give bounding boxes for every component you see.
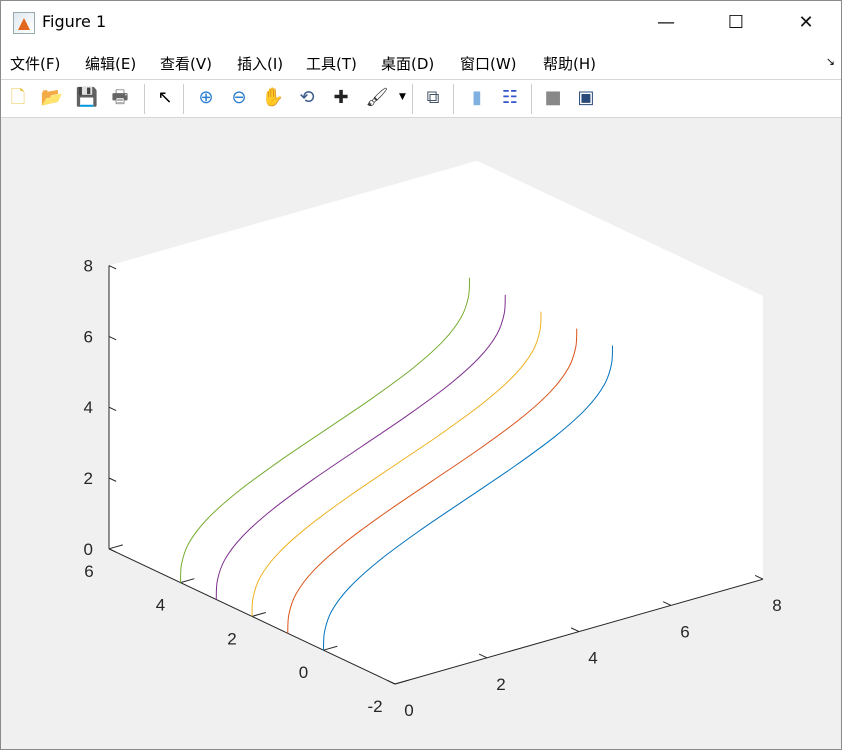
edit-plot-pointer-icon[interactable]: ↖ bbox=[157, 87, 173, 108]
brush-icon[interactable]: 🖌 bbox=[365, 87, 389, 108]
open-file-icon[interactable]: 📂 bbox=[40, 87, 64, 108]
z-tick-label: 4 bbox=[84, 398, 93, 417]
axes-background bbox=[109, 160, 763, 685]
z-tick bbox=[108, 548, 117, 553]
series-line-1 bbox=[323, 345, 614, 651]
x-tick bbox=[570, 627, 580, 633]
y-tick bbox=[180, 578, 195, 584]
y-tick-label: 2 bbox=[227, 629, 236, 648]
figure-toolbar: ▼ 🗋 📂 💾 🖶 ↖ ⊕ ⊖ ✋ ⟲ ✚ 🖌 ⧉ ▮ ☷ ■ ▣ bbox=[1, 80, 841, 118]
axes-3d[interactable]: 0 2 4 6 8 -2 0 2 4 6 0 2 4 6 8 bbox=[1, 118, 841, 749]
toolbar-separator bbox=[144, 84, 145, 114]
z-tick bbox=[108, 265, 117, 270]
y-tick bbox=[394, 679, 409, 685]
z-tick bbox=[108, 477, 117, 482]
x-tick bbox=[478, 653, 488, 659]
menu-tools[interactable]: 工具(T) bbox=[306, 55, 357, 73]
zoom-in-icon[interactable]: ⊕ bbox=[198, 87, 214, 108]
z-tick-label: 8 bbox=[84, 257, 93, 276]
z-tick bbox=[108, 406, 117, 412]
hide-plot-tools-icon[interactable]: ■ bbox=[544, 87, 562, 108]
z-tick-label: 0 bbox=[84, 540, 93, 559]
series-line-4 bbox=[215, 294, 506, 600]
title-bar: Figure 1 — ☐ ✕ bbox=[1, 1, 841, 45]
data-cursor-icon[interactable]: ✚ bbox=[333, 87, 349, 108]
z-tick-label: 6 bbox=[84, 327, 93, 346]
save-icon[interactable]: 💾 bbox=[75, 87, 99, 108]
y-tick bbox=[251, 611, 266, 617]
z-tick-label: 2 bbox=[84, 469, 93, 488]
brush-dropdown-icon[interactable]: ▼ bbox=[399, 92, 406, 102]
maximize-button[interactable]: ☐ bbox=[727, 12, 745, 33]
menu-edit[interactable]: 编辑(E) bbox=[85, 55, 137, 73]
rotate-3d-icon[interactable]: ⟲ bbox=[299, 87, 315, 108]
y-tick-label: 6 bbox=[84, 562, 93, 581]
x-tick-label: 4 bbox=[588, 649, 597, 668]
toolbar-separator bbox=[412, 84, 413, 114]
colorbar-icon[interactable]: ▮ bbox=[472, 87, 482, 108]
minimize-button[interactable]: — bbox=[657, 12, 675, 33]
series-line-3 bbox=[251, 311, 542, 617]
series-line-2 bbox=[287, 328, 578, 634]
y-tick-label: 0 bbox=[299, 663, 308, 682]
y-tick-label: -2 bbox=[367, 697, 382, 716]
x-tick bbox=[754, 575, 764, 580]
dock-arrow-icon[interactable]: ↘ bbox=[825, 55, 835, 68]
y-tick bbox=[108, 544, 123, 550]
x-tick-label: 6 bbox=[680, 622, 689, 641]
x-tick-label: 0 bbox=[404, 701, 413, 720]
close-button[interactable]: ✕ bbox=[798, 12, 814, 33]
x-tick bbox=[386, 679, 396, 685]
menu-window[interactable]: 窗口(W) bbox=[460, 55, 517, 73]
zoom-out-icon[interactable]: ⊖ bbox=[231, 87, 247, 108]
series-line-5 bbox=[180, 277, 471, 583]
menu-help[interactable]: 帮助(H) bbox=[543, 55, 596, 73]
new-figure-icon[interactable]: 🗋 bbox=[10, 87, 26, 108]
y-tick-label: 4 bbox=[156, 596, 165, 615]
menu-view[interactable]: 查看(V) bbox=[160, 55, 212, 73]
show-plot-tools-icon[interactable]: ▣ bbox=[577, 87, 595, 108]
figure-canvas: 0 2 4 6 8 -2 0 2 4 6 0 2 4 6 8 bbox=[1, 118, 841, 749]
toolbar-separator bbox=[531, 84, 532, 114]
y-tick bbox=[323, 645, 338, 651]
x-tick bbox=[662, 601, 672, 606]
menu-file[interactable]: 文件(F) bbox=[10, 55, 61, 73]
link-plot-icon[interactable]: ⧉ bbox=[426, 87, 440, 108]
menu-desktop[interactable]: 桌面(D) bbox=[381, 55, 435, 73]
x-tick-label: 8 bbox=[772, 596, 781, 615]
z-tick bbox=[108, 335, 117, 341]
x-tick-label: 2 bbox=[496, 675, 505, 694]
toolbar-separator bbox=[453, 84, 454, 114]
pan-hand-icon[interactable]: ✋ bbox=[261, 87, 285, 108]
toolbar-separator bbox=[183, 84, 184, 114]
legend-icon[interactable]: ☷ bbox=[501, 87, 519, 108]
matlab-logo-icon bbox=[13, 12, 35, 34]
print-icon[interactable]: 🖶 bbox=[111, 87, 129, 108]
menu-bar: 文件(F) 编辑(E) 查看(V) 插入(I) 工具(T) 桌面(D) 窗口(W… bbox=[1, 45, 841, 80]
window-title: Figure 1 bbox=[42, 12, 107, 31]
menu-insert[interactable]: 插入(I) bbox=[237, 55, 284, 73]
